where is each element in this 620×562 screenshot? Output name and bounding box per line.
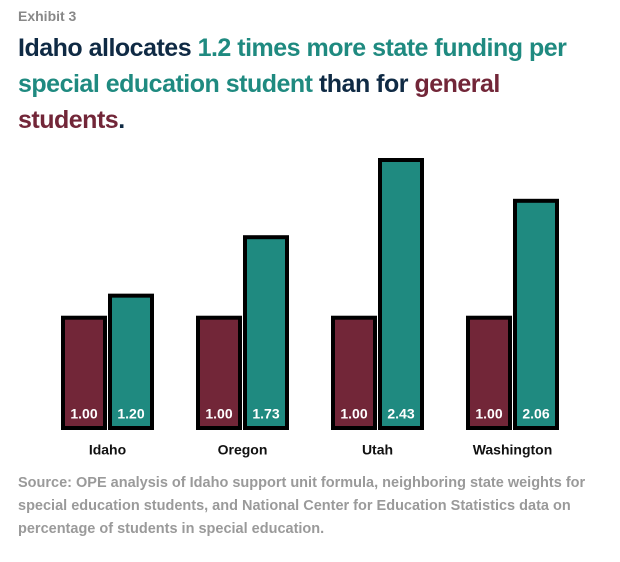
value-label: 1.00: [205, 406, 232, 422]
value-label: 1.20: [117, 406, 144, 422]
bar: [378, 158, 424, 430]
value-label: 2.43: [387, 406, 414, 422]
title-part: general students: [18, 70, 500, 134]
value-label: 1.00: [475, 406, 502, 422]
bar: [108, 293, 154, 430]
value-label: 1.00: [70, 406, 97, 422]
value-label: 1.73: [252, 406, 279, 422]
bar: [196, 315, 242, 430]
bar: [513, 198, 559, 431]
title-part: Idaho allocates: [18, 34, 198, 62]
value-label: 2.06: [522, 406, 549, 422]
value-label: 1.00: [340, 406, 367, 422]
bar: [466, 315, 512, 430]
source-note: Source: OPE analysis of Idaho support un…: [18, 475, 586, 537]
bar: [61, 315, 107, 430]
title-part: than for: [312, 70, 415, 98]
bar: [243, 235, 289, 430]
x-tick-label: Utah: [362, 442, 393, 458]
exhibit-label: Exhibit 3: [18, 8, 77, 24]
title-part: 1.2 times more state funding per special…: [18, 34, 567, 98]
x-tick-label: Oregon: [218, 442, 268, 458]
title-part: .: [118, 106, 125, 134]
x-tick-label: Washington: [473, 442, 553, 458]
bar: [331, 315, 377, 430]
chart: 1.00 1.20 Idaho 1.00 1.73 Oregon 1.00 2.43 Utah 1…: [61, 158, 559, 458]
chart-title: Idaho allocates 1.2 times more state fun…: [18, 30, 578, 138]
x-tick-label: Idaho: [89, 442, 126, 458]
